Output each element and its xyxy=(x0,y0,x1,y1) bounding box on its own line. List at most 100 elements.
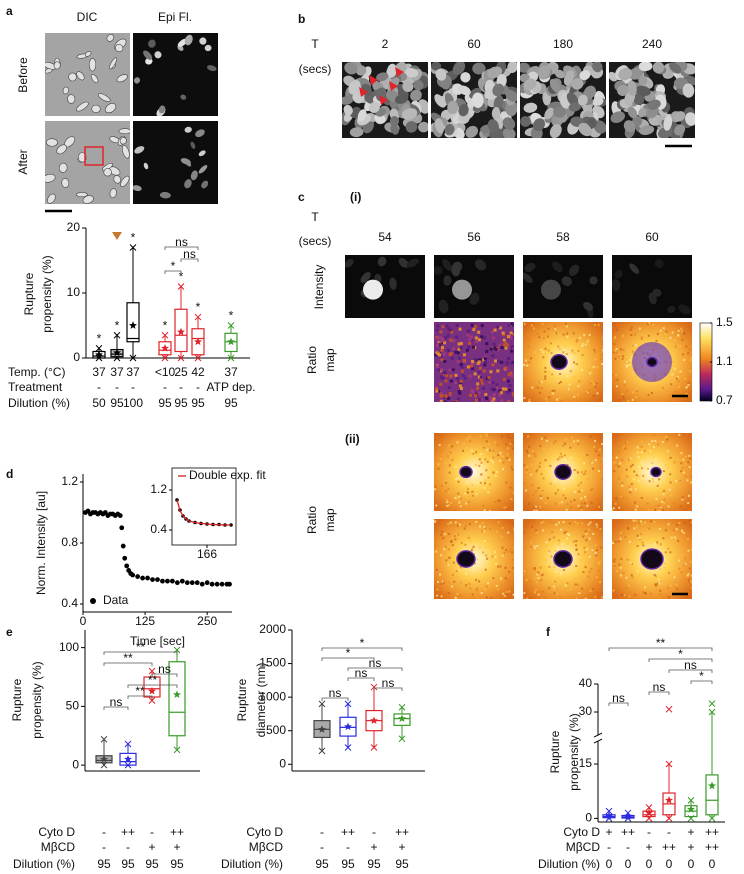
noise xyxy=(461,449,464,452)
noise xyxy=(483,357,487,361)
row-label: After xyxy=(16,149,30,174)
noise xyxy=(680,470,683,473)
noise xyxy=(540,521,543,524)
noise xyxy=(563,349,566,352)
noise xyxy=(613,378,616,381)
noise xyxy=(596,526,599,529)
noise xyxy=(523,482,526,485)
noise xyxy=(450,540,453,543)
noise xyxy=(667,547,670,550)
cell xyxy=(158,105,166,114)
whisker-end xyxy=(148,697,156,704)
noise xyxy=(588,333,591,336)
noise xyxy=(689,441,692,444)
noise xyxy=(525,364,528,367)
noise xyxy=(489,370,493,374)
noise xyxy=(681,498,684,501)
noise xyxy=(658,528,661,531)
cell xyxy=(184,126,192,133)
cell xyxy=(638,125,655,136)
noise xyxy=(564,584,567,587)
noise xyxy=(492,456,495,459)
noise xyxy=(471,360,475,364)
noise xyxy=(565,508,568,511)
noise xyxy=(573,395,576,398)
noise xyxy=(453,534,456,537)
mean-marker xyxy=(687,805,695,813)
noise xyxy=(689,457,692,460)
noise xyxy=(690,560,692,563)
cell xyxy=(444,123,455,136)
mean-marker xyxy=(124,755,132,763)
noise xyxy=(454,373,458,377)
noise xyxy=(586,504,589,507)
noise xyxy=(613,446,616,449)
noise xyxy=(613,337,616,340)
noise xyxy=(622,572,625,575)
noise xyxy=(615,456,618,459)
noise xyxy=(685,463,688,466)
bracket xyxy=(321,647,403,651)
noise xyxy=(434,485,437,488)
noise xyxy=(583,334,586,337)
noise xyxy=(478,366,482,370)
cell xyxy=(134,146,145,154)
noise xyxy=(475,493,478,496)
noise xyxy=(469,587,472,590)
cell xyxy=(568,102,582,112)
inset-frame xyxy=(171,467,237,546)
bracket-label: ** xyxy=(656,636,666,650)
noise xyxy=(454,496,457,499)
noise xyxy=(658,383,661,386)
noise xyxy=(559,372,562,375)
noise xyxy=(539,505,542,508)
row-value: 25 xyxy=(174,365,188,379)
flag-marker xyxy=(112,232,122,240)
noise xyxy=(591,597,594,599)
noise xyxy=(540,579,543,582)
cell-blob xyxy=(452,279,472,300)
noise xyxy=(506,335,510,339)
noise xyxy=(570,500,573,503)
noise xyxy=(655,584,658,587)
noise xyxy=(485,554,488,557)
cell xyxy=(345,259,354,268)
noise xyxy=(636,570,639,573)
noise xyxy=(436,580,439,583)
row-value: 0 xyxy=(688,857,695,871)
micrograph xyxy=(612,322,692,402)
noise xyxy=(510,498,513,501)
bracket-label: ns xyxy=(183,247,196,261)
whisker-end xyxy=(398,703,406,711)
noise xyxy=(489,397,493,401)
noise xyxy=(668,596,671,599)
noise xyxy=(492,577,495,580)
noise xyxy=(458,327,462,331)
noise xyxy=(598,526,601,529)
noise xyxy=(527,364,530,367)
noise xyxy=(548,550,551,553)
noise xyxy=(559,348,562,351)
row-value: 0 xyxy=(709,857,716,871)
noise xyxy=(477,360,481,364)
noise xyxy=(512,332,514,336)
bracket-label: * xyxy=(678,647,683,661)
mean-marker xyxy=(129,321,137,329)
noise xyxy=(439,375,443,379)
x-tick-label: 166 xyxy=(197,547,217,561)
noise xyxy=(671,331,674,334)
noise xyxy=(497,359,501,363)
noise xyxy=(559,598,562,599)
noise xyxy=(465,502,468,505)
cell xyxy=(524,262,536,273)
noise xyxy=(502,461,505,464)
noise xyxy=(647,334,650,337)
noise xyxy=(475,401,479,402)
cell xyxy=(410,89,422,102)
noise xyxy=(548,350,551,353)
cell xyxy=(583,301,594,311)
noise xyxy=(511,525,514,528)
noise xyxy=(541,598,544,599)
noise xyxy=(588,528,591,531)
noise xyxy=(665,330,668,333)
